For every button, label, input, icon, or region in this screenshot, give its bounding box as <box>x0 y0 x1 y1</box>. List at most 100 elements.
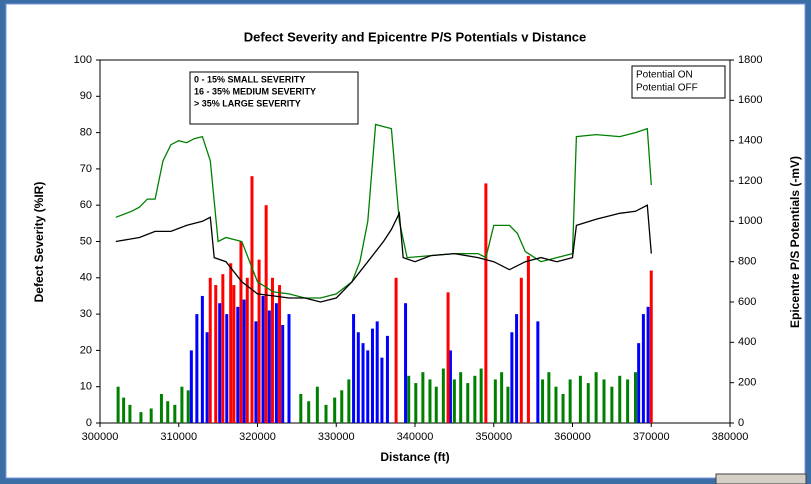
y-tick-label: 10 <box>80 381 92 393</box>
y-tick-label: 70 <box>80 163 92 175</box>
bar <box>261 295 265 423</box>
bar <box>500 372 504 423</box>
bar <box>479 368 483 423</box>
bar <box>186 390 190 423</box>
bar <box>646 306 650 423</box>
bar <box>166 401 170 423</box>
x-tick-label: 380000 <box>712 431 749 443</box>
bar <box>536 321 540 423</box>
y-tick-label: 50 <box>80 235 92 247</box>
bar <box>257 259 261 423</box>
y2-tick-label: 1400 <box>738 135 762 147</box>
bar <box>441 368 445 423</box>
x-tick-label: 310000 <box>160 431 197 443</box>
bar <box>506 386 510 423</box>
bar <box>225 314 229 423</box>
bar <box>173 404 177 423</box>
bar <box>561 393 565 423</box>
bar <box>366 350 370 423</box>
x-tick-label: 320000 <box>239 431 276 443</box>
bar <box>414 383 418 423</box>
bar <box>264 205 268 423</box>
bar <box>446 292 450 423</box>
legend-box <box>631 65 726 99</box>
bar <box>602 379 606 423</box>
bar <box>270 277 274 423</box>
bar <box>205 332 209 423</box>
bar <box>281 324 285 423</box>
legend-box <box>189 71 359 125</box>
y2-tick-label: 800 <box>738 256 756 268</box>
y-tick-label: 0 <box>86 417 92 429</box>
y2-tick-label: 200 <box>738 377 756 389</box>
bar <box>287 314 291 423</box>
bar <box>394 277 398 423</box>
bar <box>554 386 558 423</box>
bar <box>610 386 614 423</box>
bar <box>159 393 163 423</box>
y2-tick-label: 1600 <box>738 94 762 106</box>
bar <box>267 310 271 423</box>
bar <box>578 375 582 423</box>
x-tick-label: 300000 <box>82 431 119 443</box>
bar <box>375 321 379 423</box>
bar <box>189 350 193 423</box>
bar <box>180 386 184 423</box>
y-tick-label: 20 <box>80 344 92 356</box>
legend-label: 16 - 35% MEDIUM SEVERITY <box>194 86 316 96</box>
bar <box>250 176 254 423</box>
bar <box>208 277 212 423</box>
bar <box>254 321 258 423</box>
bar <box>307 401 311 423</box>
bar <box>618 375 622 423</box>
chart-title: Defect Severity and Epicentre P/S Potent… <box>244 29 586 44</box>
bar <box>526 256 530 423</box>
bar <box>459 372 463 423</box>
bar <box>634 372 637 423</box>
bar <box>473 375 477 423</box>
bar <box>221 274 225 423</box>
x-tick-label: 360000 <box>554 431 591 443</box>
bar <box>370 328 374 423</box>
y-axis-title: Defect Severity (%IR) <box>32 182 46 303</box>
bar <box>352 314 356 423</box>
y-tick-label: 90 <box>80 90 92 102</box>
bar <box>324 404 328 423</box>
y2-tick-label: 1000 <box>738 215 762 227</box>
bar <box>484 183 488 423</box>
bar <box>236 306 240 423</box>
bar <box>626 379 630 423</box>
x-tick-label: 370000 <box>633 431 670 443</box>
x-tick-label: 330000 <box>318 431 355 443</box>
bar <box>380 357 384 423</box>
bar <box>128 404 132 423</box>
x-tick-label: 350000 <box>475 431 512 443</box>
bar <box>385 335 389 423</box>
bar <box>434 386 438 423</box>
bar <box>122 397 126 423</box>
bar <box>229 263 233 423</box>
bar <box>149 408 153 423</box>
bar <box>641 314 645 423</box>
bar <box>340 390 344 423</box>
bar <box>586 383 590 423</box>
bar <box>139 412 143 423</box>
button[interactable] <box>715 473 807 484</box>
bar <box>239 241 243 423</box>
y-tick-label: 80 <box>80 127 92 139</box>
bar <box>347 379 351 423</box>
y2-tick-label: 600 <box>738 296 756 308</box>
bar <box>356 332 360 423</box>
bar <box>315 386 319 423</box>
bar <box>242 299 246 423</box>
bar <box>421 372 425 423</box>
bar <box>448 350 452 423</box>
x-axis-title: Distance (ft) <box>380 450 449 464</box>
bar <box>278 285 282 423</box>
y2-axis-title: Epicentre P/S Potentials (-mV) <box>788 156 802 328</box>
bar <box>245 277 249 423</box>
bar <box>214 285 218 423</box>
legend-label: 0 - 15% SMALL SEVERITY <box>194 74 305 84</box>
bar <box>466 383 470 423</box>
